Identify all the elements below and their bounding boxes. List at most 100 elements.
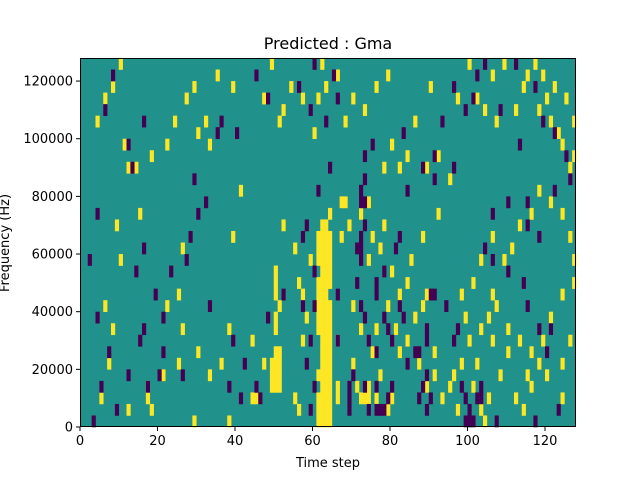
heatmap-cell-low [401, 311, 406, 324]
heatmap-cell-high [269, 380, 275, 393]
heatmap-cell-low [428, 288, 433, 301]
heatmap-cell-low [335, 288, 340, 301]
heatmap-cell-low [432, 288, 437, 301]
heatmap-cell-low [300, 230, 306, 243]
heatmap-cell-low [432, 173, 437, 186]
heatmap-cell-high [386, 403, 391, 416]
heatmap-cell-high [324, 334, 329, 347]
heatmap-cell-low [564, 150, 569, 163]
heatmap-cell-high [339, 196, 344, 209]
heatmap-cell-high [312, 127, 317, 140]
heatmap-cell-low [397, 300, 402, 312]
heatmap-cell-high [568, 230, 573, 243]
heatmap-cell-low [312, 300, 317, 312]
heatmap-cell-low [378, 403, 383, 416]
heatmap-cell-high [173, 115, 178, 128]
heatmap-cell-high [320, 380, 325, 393]
heatmap-cell-low [359, 196, 364, 209]
heatmap-cell-high [494, 115, 499, 128]
heatmap-cell-high [568, 334, 573, 347]
heatmap-cell-high [324, 254, 329, 266]
heatmap-cell-low [490, 254, 495, 266]
heatmap-cell-high [238, 184, 244, 197]
heatmap-cell-low [424, 369, 430, 382]
heatmap-cell-high [273, 323, 278, 336]
heatmap-cell-low [87, 254, 92, 266]
heatmap-cell-high [328, 403, 333, 416]
heatmap-cell-low [374, 277, 379, 289]
heatmap-cell-low [153, 288, 158, 301]
heatmap-cell-high [529, 346, 534, 359]
heatmap-cell-high [289, 81, 294, 93]
heatmap-cell-high [107, 357, 112, 370]
heatmap-cell-high [541, 334, 546, 347]
heatmap-cell-low [134, 265, 139, 278]
heatmap-cell-high [397, 288, 402, 301]
heatmap-cell-low [533, 415, 538, 428]
heatmap-cell-high [382, 161, 387, 174]
heatmap-cell-high [273, 277, 278, 289]
heatmap-cell-low [362, 219, 368, 232]
heatmap-cell-high [134, 161, 139, 174]
heatmap-cell-low [207, 300, 213, 312]
heatmap-cell-high [548, 196, 554, 209]
heatmap-cell-high [114, 219, 120, 232]
heatmap-cell-low [432, 150, 437, 163]
heatmap-cell-high [467, 334, 472, 347]
heatmap-cell-high [300, 92, 306, 105]
heatmap-cell-low [452, 161, 457, 174]
heatmap-cell-low [366, 334, 371, 347]
heatmap-cell-low [184, 254, 189, 266]
heatmap-cell-low [537, 323, 542, 336]
heatmap-cell-low [103, 104, 108, 116]
heatmap-cell-high [413, 311, 418, 324]
heatmap-cell-low [494, 415, 499, 428]
heatmap-cell-high [324, 392, 329, 405]
heatmap-cell-high [269, 369, 275, 382]
heatmap-cell-low [359, 230, 364, 243]
heatmap-cell-low [552, 127, 557, 140]
heatmap-cell-high [479, 323, 484, 336]
heatmap-cell-low [281, 288, 286, 301]
heatmap-cell-high [161, 369, 166, 382]
heatmap-cell-low [126, 369, 131, 382]
heatmap-cell-low [401, 127, 406, 140]
heatmap-cell-high [118, 58, 123, 70]
heatmap-cell-high [328, 392, 333, 405]
heatmap-cell-low [188, 230, 193, 243]
heatmap-cell-high [506, 323, 511, 336]
heatmap-cell-high [560, 288, 565, 301]
heatmap-cell-low [242, 357, 247, 370]
heatmap-cell-high [320, 254, 325, 266]
heatmap-cell-low [405, 184, 410, 197]
heatmap-cell-high [324, 357, 329, 370]
heatmap-cell-high [471, 277, 476, 289]
heatmap-cell-high [382, 219, 387, 232]
heatmap-cell-high [320, 288, 325, 301]
heatmap-cell-low [347, 403, 352, 416]
heatmap-cell-high [541, 69, 546, 82]
heatmap-cell-low [541, 115, 546, 128]
heatmap-cell-high [366, 392, 371, 405]
heatmap-cell-high [324, 265, 329, 278]
heatmap-cell-low [506, 265, 511, 278]
heatmap-cell-high [324, 300, 329, 312]
heatmap-cell-high [277, 115, 282, 128]
heatmap-cell-low [452, 334, 457, 347]
heatmap-cell-high [324, 415, 329, 428]
heatmap-cell-high [316, 230, 321, 243]
heatmap-cell-high [273, 346, 278, 359]
heatmap-cell-high [548, 311, 554, 324]
heatmap-cell-low [362, 196, 368, 209]
y-tick-label: 80000 [32, 190, 73, 205]
heatmap-cell-high [207, 138, 213, 151]
heatmap-cell-low [467, 415, 472, 428]
heatmap-cell-low [452, 81, 457, 93]
heatmap-cell-low [421, 161, 426, 174]
heatmap-cell-low [238, 392, 244, 405]
heatmap-cell-low [231, 334, 236, 347]
heatmap-cell-low [157, 369, 162, 382]
heatmap-cell-high [320, 334, 325, 347]
heatmap-cell-low [506, 196, 511, 209]
heatmap-cell-low [390, 380, 395, 393]
